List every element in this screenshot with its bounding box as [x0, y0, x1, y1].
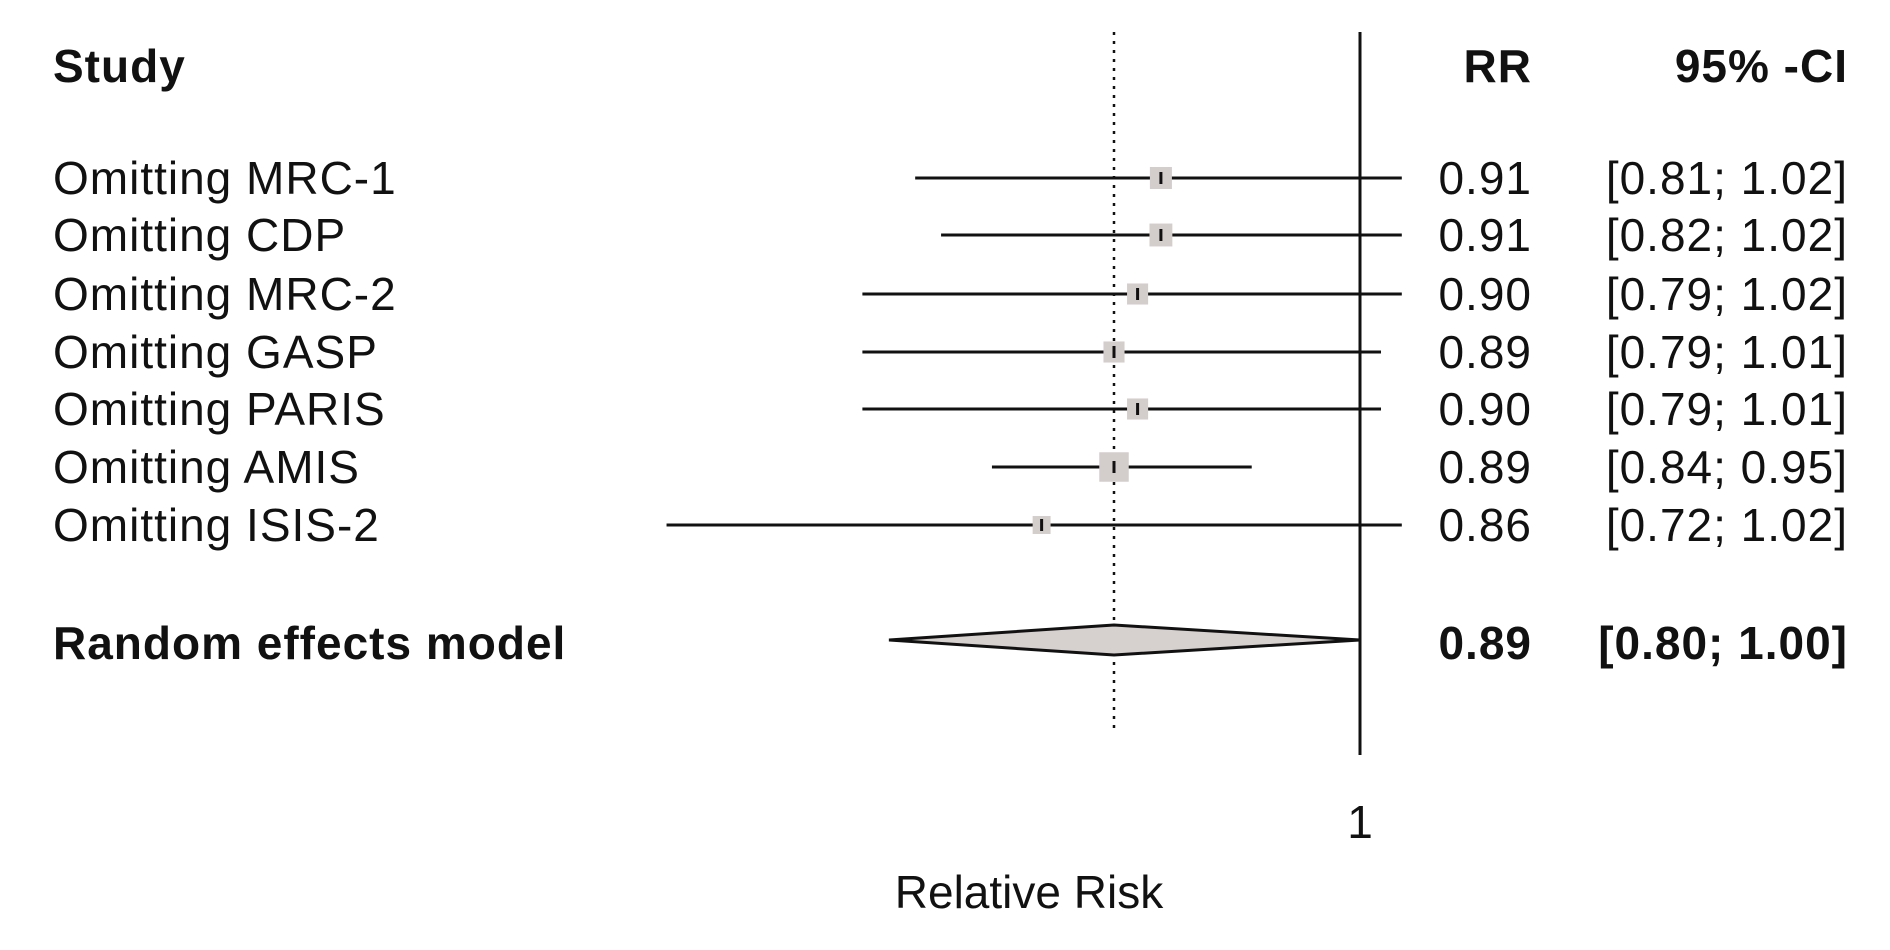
ci-value: [0.72; 1.02] — [1606, 499, 1848, 551]
ci-value: [0.84; 0.95] — [1606, 441, 1848, 493]
study-label: Omitting ISIS-2 — [53, 499, 380, 551]
study-label: Omitting MRC-2 — [53, 268, 397, 320]
ci-value: [0.79; 1.01] — [1606, 383, 1848, 435]
study-label: Omitting PARIS — [53, 383, 386, 435]
study-rows: Omitting MRC-1 0.91 [0.81; 1.02] Omitting C… — [53, 152, 1848, 551]
rr-value: 0.90 — [1438, 383, 1532, 435]
ci-value: [0.81; 1.02] — [1606, 152, 1848, 204]
pooled-ci-value: [0.80; 1.00] — [1598, 617, 1848, 669]
rr-value: 0.91 — [1438, 209, 1532, 261]
rr-value: 0.90 — [1438, 268, 1532, 320]
study-label: Omitting CDP — [53, 209, 346, 261]
rr-value: 0.86 — [1438, 499, 1532, 551]
ci-value: [0.82; 1.02] — [1606, 209, 1848, 261]
study-header: Study — [53, 40, 186, 92]
pooled-diamond — [888, 623, 1361, 657]
pooled-label: Random effects model — [53, 617, 566, 669]
rr-value: 0.91 — [1438, 152, 1532, 204]
rr-value: 0.89 — [1438, 441, 1532, 493]
study-label: Omitting AMIS — [53, 441, 360, 493]
ci-header: 95% -CI — [1675, 40, 1848, 92]
study-label: Omitting MRC-1 — [53, 152, 397, 204]
rr-value: 0.89 — [1438, 326, 1532, 378]
study-label: Omitting GASP — [53, 326, 378, 378]
ci-value: [0.79; 1.01] — [1606, 326, 1848, 378]
pooled-rr-value: 0.89 — [1438, 617, 1532, 669]
x-axis-label: Relative Risk — [895, 866, 1164, 918]
x-tick-label: 1 — [1347, 796, 1373, 848]
ci-value: [0.79; 1.02] — [1606, 268, 1848, 320]
rr-header: RR — [1464, 40, 1532, 92]
